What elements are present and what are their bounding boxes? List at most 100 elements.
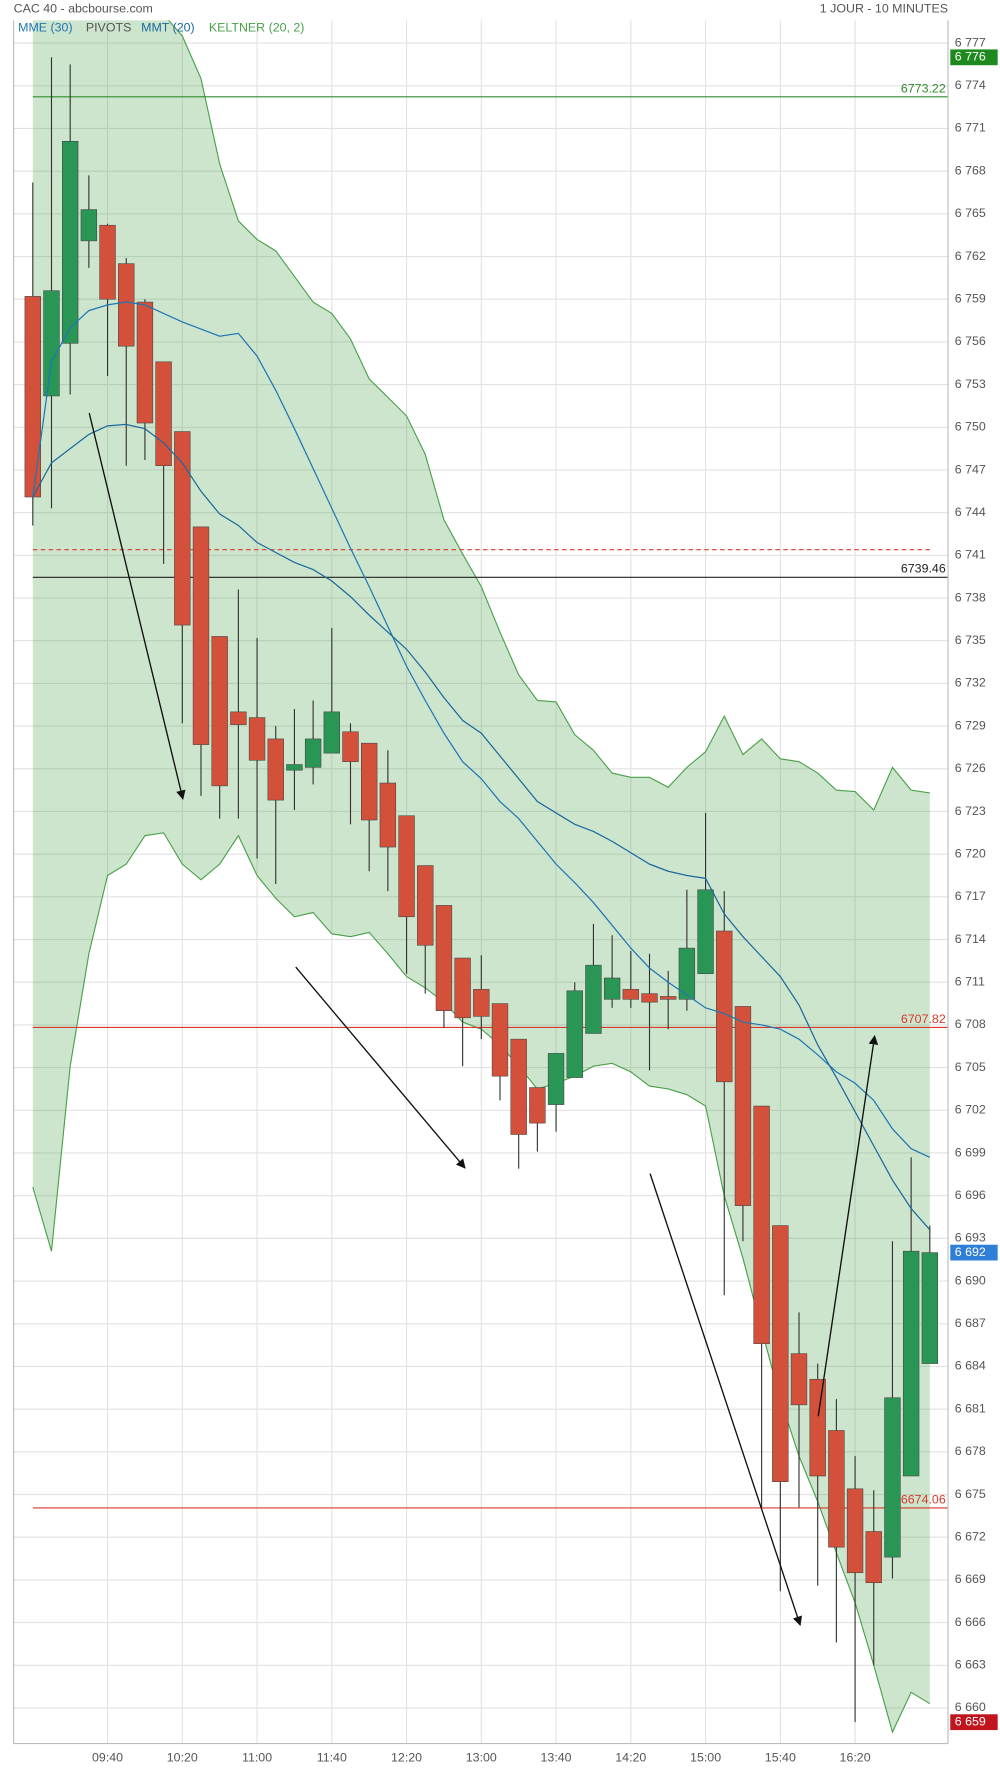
price-tag-label: 6 659 — [955, 1714, 986, 1728]
candle-body — [398, 815, 415, 918]
y-tick-label: 6 741 — [955, 548, 986, 562]
y-tick-label: 6 681 — [955, 1401, 986, 1415]
price-tag — [950, 1714, 998, 1731]
y-tick-label: 6 696 — [955, 1188, 986, 1202]
chart-title: CAC 40 - abcbourse.com — [14, 1, 153, 15]
y-tick-label: 6 675 — [955, 1487, 986, 1501]
legend-item: PIVOTS — [86, 20, 132, 34]
y-tick-label: 6 663 — [955, 1658, 986, 1672]
y-tick-label: 6 738 — [955, 590, 986, 604]
x-tick-label: 15:40 — [765, 1750, 796, 1764]
x-tick-label: 10:20 — [167, 1750, 198, 1764]
candle-body — [248, 717, 266, 761]
candle-body — [921, 1252, 939, 1364]
y-tick-label: 6 774 — [955, 78, 986, 92]
y-tick-label: 6 687 — [955, 1316, 986, 1330]
y-tick-label: 6 756 — [955, 334, 986, 348]
moving-average — [32, 301, 931, 1158]
legend: MME (30) PIVOTS MMT (20) KELTNER (20, 2) — [18, 20, 304, 34]
candle-body — [61, 140, 79, 344]
axis: 6 660 6 663 6 666 6 669 6 672 6 675 6 678 6 681… — [92, 35, 998, 1764]
candle-body — [734, 1006, 752, 1206]
candle-body — [192, 526, 210, 745]
candle-body — [566, 990, 583, 1078]
y-tick-label: 6 759 — [955, 291, 986, 305]
candle-body — [865, 1531, 882, 1584]
y-tick-label: 6 660 — [955, 1700, 986, 1714]
candle-body — [846, 1488, 864, 1574]
x-tick-label: 11:40 — [317, 1750, 347, 1764]
price-tag-label: 6 692 — [955, 1245, 986, 1259]
candle-body — [790, 1353, 808, 1406]
y-tick-label: 6 777 — [955, 35, 986, 49]
y-tick-label: 6 723 — [955, 804, 986, 818]
candle-body — [118, 263, 135, 347]
y-tick-label: 6 729 — [955, 718, 986, 732]
arrow — [817, 1035, 879, 1417]
y-tick-label: 6 666 — [955, 1615, 986, 1629]
pivot-label: 6674.06 — [901, 1492, 946, 1506]
grid — [13, 20, 949, 1744]
arrow — [295, 966, 466, 1169]
candle-body — [603, 977, 621, 1000]
y-tick-label: 6 753 — [955, 377, 986, 391]
pivot-label: 6739.46 — [901, 562, 946, 576]
candle-body — [547, 1053, 565, 1105]
y-tick-label: 6 762 — [955, 249, 986, 263]
y-tick-label: 6 720 — [955, 846, 986, 860]
keltner-band — [32, 20, 930, 1733]
candle-body — [435, 905, 453, 1011]
legend-item: MME (30) — [18, 20, 72, 34]
candle-body — [529, 1087, 546, 1124]
chart-subtitle: 1 JOUR - 10 MINUTES — [820, 1, 948, 15]
candle-body — [43, 290, 60, 397]
y-tick-label: 6 747 — [955, 462, 986, 476]
pivot-label: 6707.82 — [901, 1012, 946, 1026]
price-tag-label: 6 776 — [955, 50, 986, 64]
candle-body — [473, 989, 490, 1017]
x-tick-label: 16:20 — [840, 1750, 871, 1764]
y-tick-label: 6 693 — [955, 1231, 986, 1245]
candle-body — [304, 738, 322, 768]
candle-body — [323, 711, 340, 754]
x-tick-label: 13:40 — [541, 1750, 572, 1764]
candle-body — [155, 361, 172, 466]
candle-body — [24, 296, 41, 498]
y-tick-label: 6 678 — [955, 1444, 986, 1458]
arrow — [649, 1173, 802, 1626]
annotation-arrows — [88, 412, 879, 1626]
y-tick-label: 6 717 — [955, 889, 986, 903]
y-tick-label: 6 702 — [955, 1103, 986, 1117]
y-tick-label: 6 711 — [955, 975, 985, 989]
arrow — [88, 412, 186, 800]
x-tick-label: 12:20 — [391, 1750, 422, 1764]
y-tick-label: 6 714 — [955, 932, 986, 946]
candle-body — [174, 431, 191, 626]
pivot-label: 6773.22 — [901, 81, 946, 95]
x-tick-label: 14:20 — [615, 1750, 646, 1764]
candle-body — [678, 947, 696, 1000]
y-tick-label: 6 768 — [955, 163, 986, 177]
candle-body — [342, 731, 359, 762]
candle-body — [641, 993, 658, 1003]
candle-body — [267, 738, 284, 801]
x-tick-label: 09:40 — [92, 1750, 123, 1764]
x-tick-label: 13:00 — [466, 1750, 497, 1764]
y-tick-label: 6 705 — [955, 1060, 986, 1074]
candle-body — [99, 224, 116, 300]
price-tag — [950, 1244, 998, 1261]
x-tick-label: 15:00 — [690, 1750, 721, 1764]
y-tick-label: 6 726 — [955, 761, 986, 775]
candle-body — [417, 865, 434, 946]
candle-body — [660, 996, 677, 1000]
y-tick-label: 6 765 — [955, 206, 986, 220]
candle-body — [379, 782, 397, 848]
y-tick-label: 6 771 — [955, 121, 986, 135]
y-tick-label: 6 699 — [955, 1145, 986, 1159]
candle-body — [491, 1003, 509, 1077]
y-tick-label: 6 669 — [955, 1572, 986, 1586]
price-tag — [950, 49, 998, 66]
candle-body — [211, 636, 228, 787]
